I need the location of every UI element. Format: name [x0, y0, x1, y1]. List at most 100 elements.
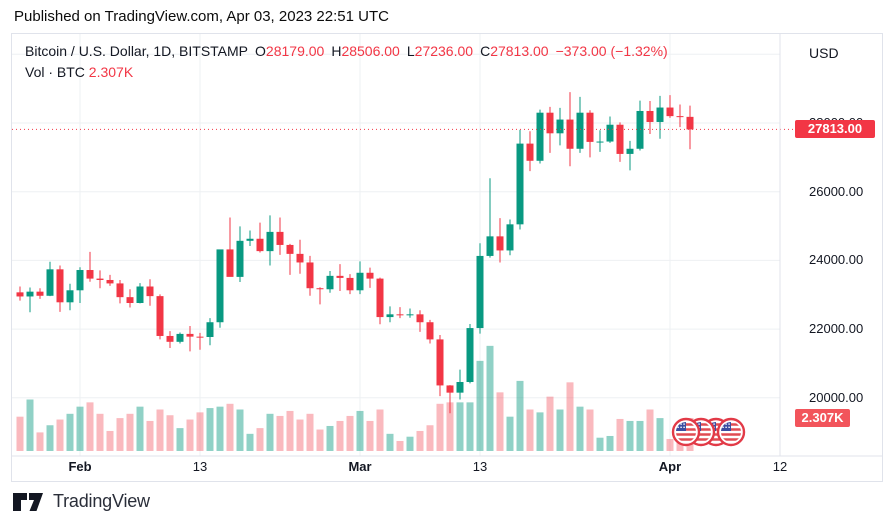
time-tick-label-mar: Mar	[348, 459, 372, 474]
chart-card: Bitcoin / U.S. Dollar, 1D, BITSTAMP O2817…	[11, 33, 883, 482]
candle-body	[336, 275, 344, 278]
volume-bar	[466, 402, 474, 451]
candle-body	[86, 270, 94, 279]
candle-body	[226, 249, 234, 277]
candle-body	[616, 124, 624, 154]
volume-bar	[406, 436, 414, 451]
volume-bar	[666, 438, 674, 451]
candle-body	[256, 238, 264, 252]
candle-body	[606, 124, 614, 142]
candle-body	[596, 141, 604, 143]
candle-body	[366, 272, 374, 279]
price-tick-label: 20000.00	[809, 389, 864, 405]
volume-bar	[366, 420, 374, 451]
candle-body	[466, 328, 474, 382]
volume-bar	[526, 409, 534, 451]
time-tick-label-13: 13	[192, 459, 208, 474]
volume-bar	[656, 418, 664, 451]
candle-body	[546, 112, 554, 134]
volume-bar	[246, 433, 254, 451]
volume-bar	[626, 420, 634, 451]
currency-label: USD	[809, 45, 839, 61]
volume-bar	[496, 392, 504, 451]
economic-event-flags[interactable]	[671, 417, 746, 447]
volume-bar	[556, 409, 564, 451]
volume-bar	[346, 415, 354, 451]
volume-bar	[506, 416, 514, 451]
candle-body	[246, 238, 254, 241]
candle-body	[556, 119, 564, 134]
chart-legend: Bitcoin / U.S. Dollar, 1D, BITSTAMP O2817…	[25, 41, 668, 82]
volume-bar	[226, 403, 234, 451]
time-tick-label-12: 12	[772, 459, 788, 474]
volume-bar	[86, 402, 94, 451]
candle-body	[206, 322, 214, 338]
volume-bar	[586, 409, 594, 451]
candle-body	[506, 224, 514, 251]
candle-body	[266, 231, 274, 252]
time-tick-label-feb: Feb	[68, 459, 92, 474]
candlestick-chart[interactable]	[12, 34, 882, 481]
ohlc-item-O: O28179.00	[255, 43, 325, 59]
candle-body	[56, 269, 64, 303]
candle-body	[306, 262, 314, 289]
candle-body	[356, 272, 364, 291]
candle-body	[626, 148, 634, 154]
candle-body	[676, 116, 684, 118]
volume-bar	[536, 412, 544, 451]
candle-body	[276, 231, 284, 245]
candle-body	[186, 333, 194, 337]
candle-body	[176, 333, 184, 342]
volume-bar	[276, 415, 284, 451]
ohlc-item-H: H28506.00	[331, 43, 400, 59]
volume-bar	[36, 432, 44, 451]
candle-body	[156, 296, 164, 336]
candle-body	[586, 112, 594, 142]
volume-bar	[256, 428, 264, 451]
candle-body	[486, 236, 494, 256]
candle-body	[376, 278, 384, 318]
candle-body	[346, 277, 354, 291]
us-flag-icon[interactable]	[671, 417, 701, 447]
candle-body	[26, 291, 34, 297]
us-flag-icon[interactable]	[716, 417, 746, 447]
volume-bar	[136, 406, 144, 451]
volume-bar	[286, 410, 294, 451]
ohlc-item-C: C27813.00	[480, 43, 549, 59]
candle-body	[566, 119, 574, 149]
volume-bar	[426, 425, 434, 451]
volume-bar	[576, 406, 584, 451]
volume-bar	[46, 425, 54, 451]
volume-bar	[596, 437, 604, 451]
volume-bar	[326, 425, 334, 451]
candle-body	[396, 314, 404, 316]
volume-bar	[296, 419, 304, 451]
candle-body	[446, 385, 454, 393]
gridlines	[12, 34, 781, 456]
candle-body	[656, 107, 664, 122]
candle-body	[416, 314, 424, 323]
volume-bar	[436, 403, 444, 451]
ohlc-values: O28179.00 H28506.00 L27236.00 C27813.00	[248, 43, 549, 59]
ohlc-item-L: L27236.00	[406, 43, 474, 59]
volume-bar	[76, 406, 84, 451]
candle-body	[406, 314, 414, 316]
volume-bar	[126, 413, 134, 451]
candles	[16, 92, 694, 414]
candle-body	[646, 110, 654, 122]
volume-bar	[266, 413, 274, 451]
change-value: −373.00 (−1.32%)	[555, 43, 668, 59]
volume-bar	[416, 430, 424, 451]
volume-bar	[106, 430, 114, 451]
volume-bar	[306, 413, 314, 451]
candle-body	[46, 269, 54, 296]
volume-bar	[456, 402, 464, 451]
candle-body	[536, 112, 544, 161]
tradingview-footer[interactable]: TradingView	[13, 491, 150, 512]
candle-body	[166, 335, 174, 342]
candle-body	[236, 240, 244, 277]
volume-bar	[146, 420, 154, 451]
volume-bar	[116, 418, 124, 451]
symbol-title: Bitcoin / U.S. Dollar, 1D, BITSTAMP	[25, 43, 249, 59]
candle-body	[96, 278, 104, 280]
